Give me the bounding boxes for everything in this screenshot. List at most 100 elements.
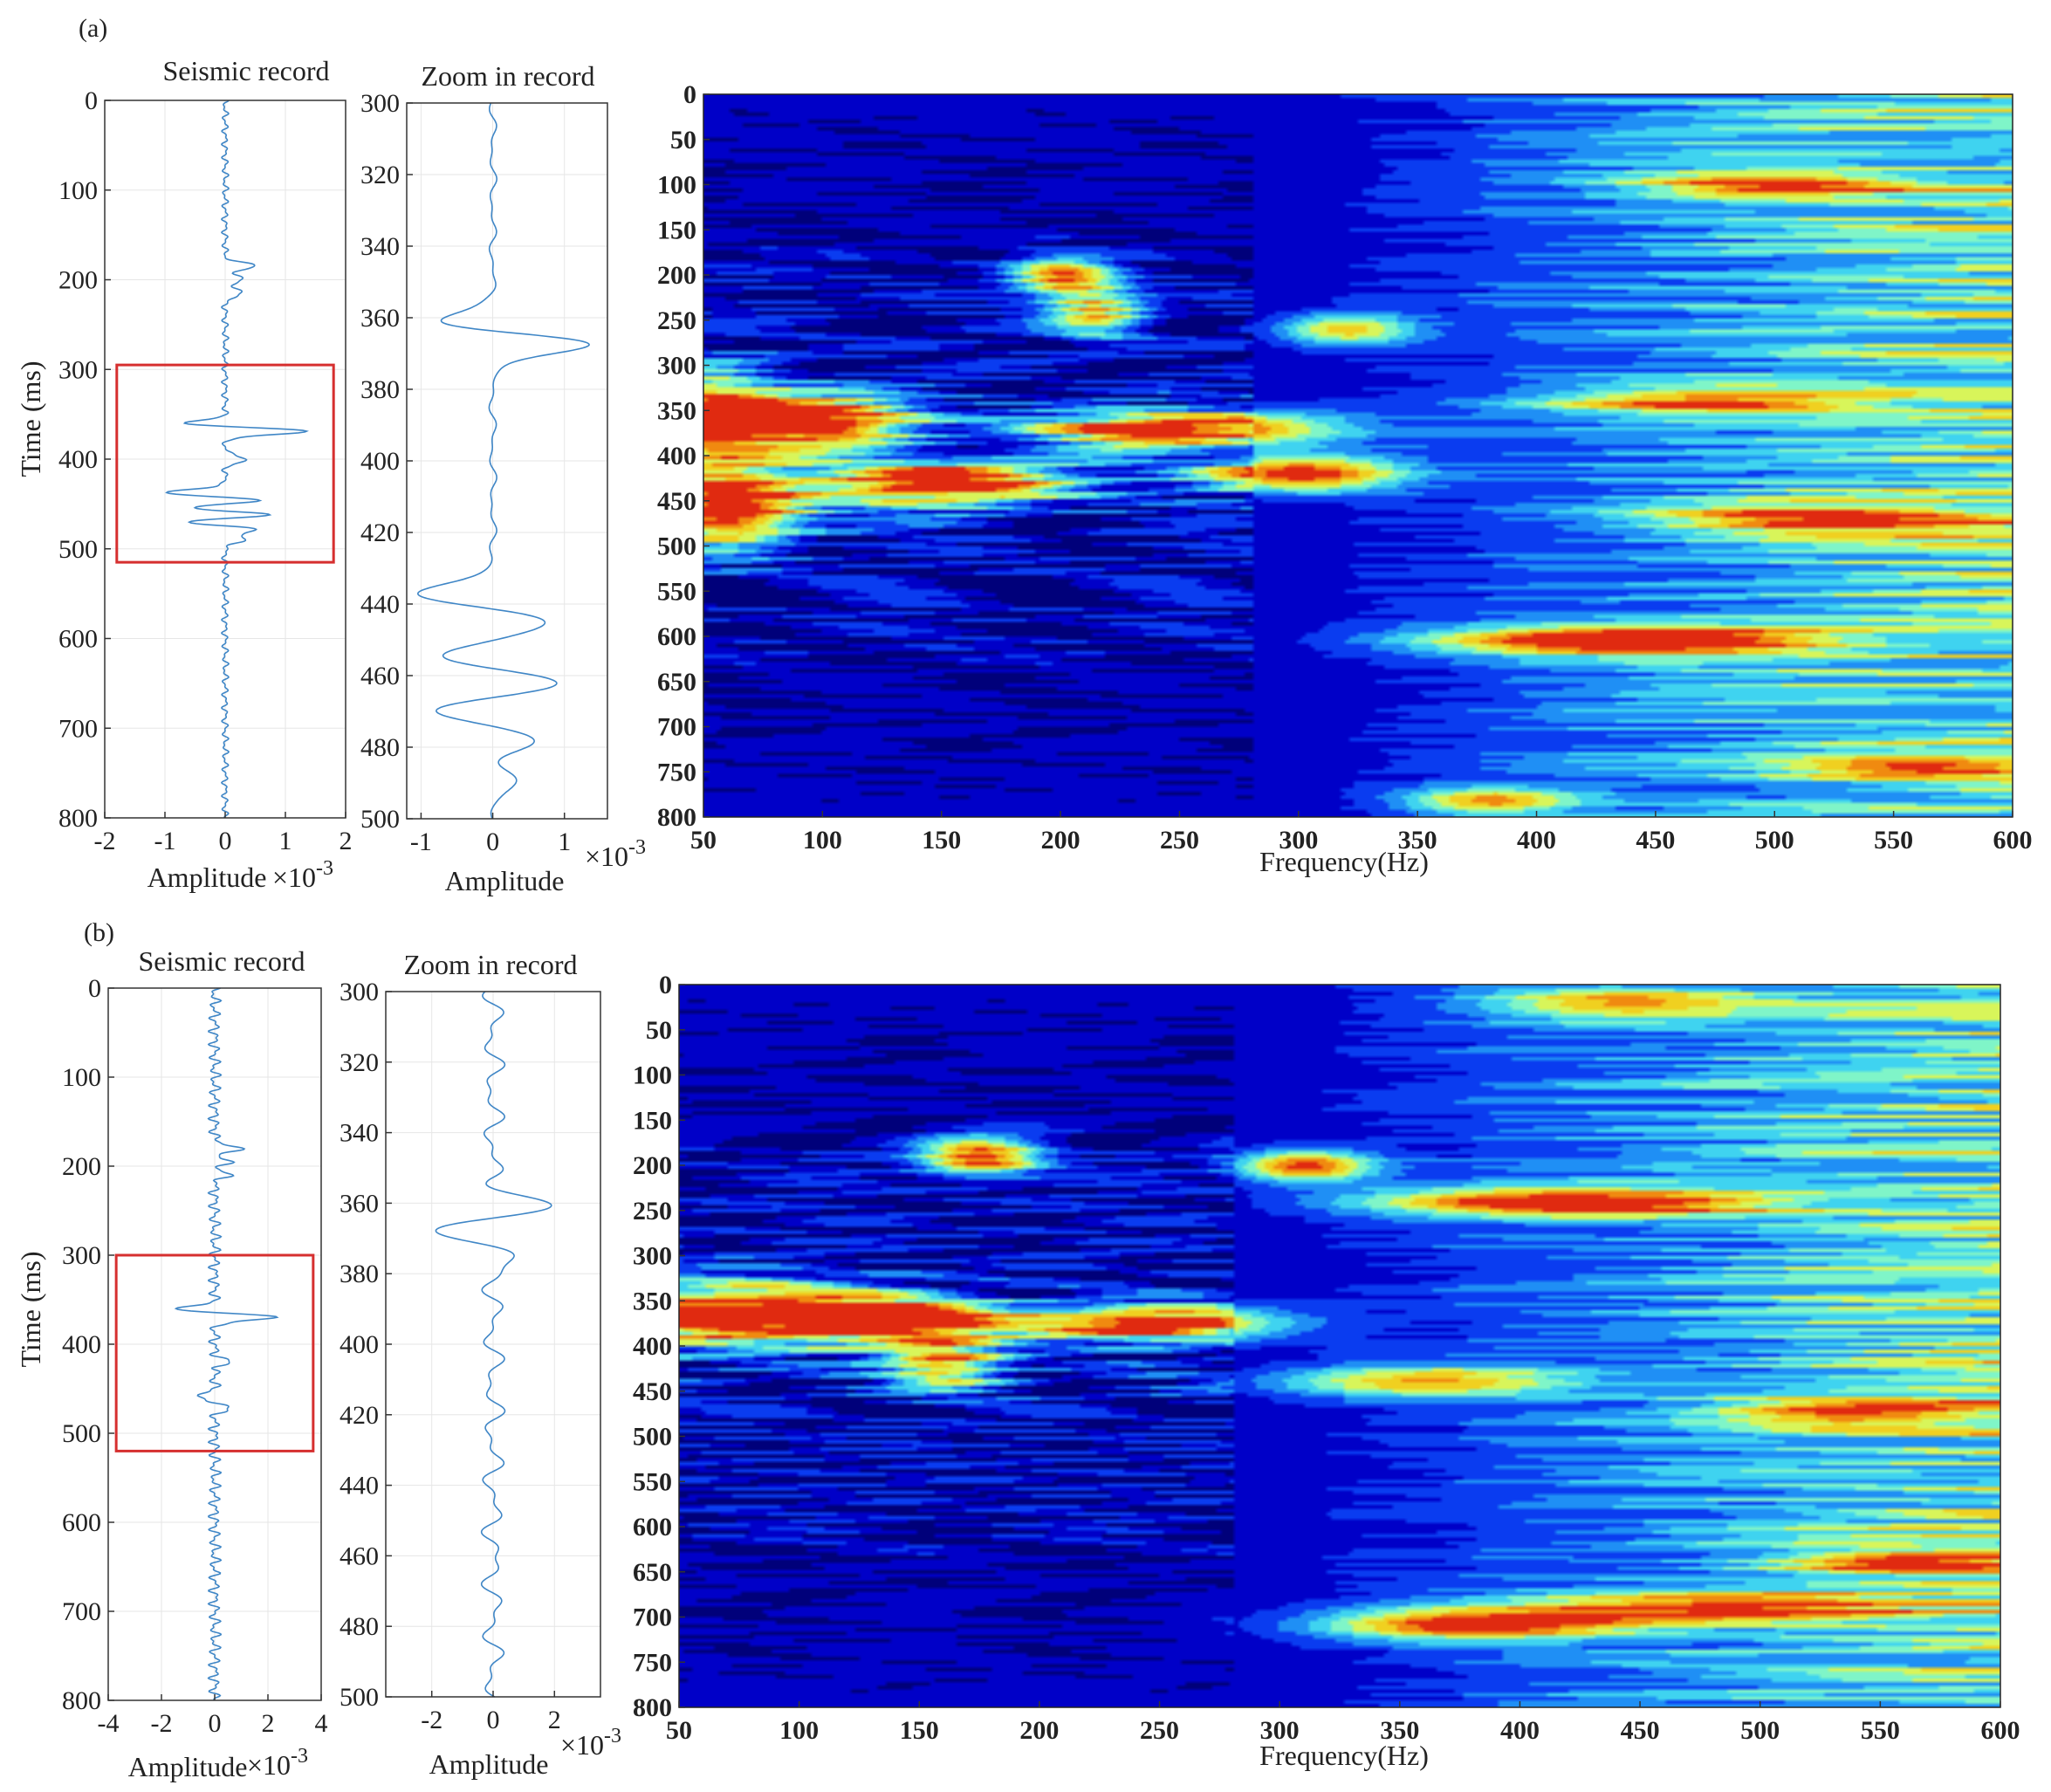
x-tick-label: 350	[1380, 1716, 1419, 1745]
y-ticks: 300 320 340 360 380 400 420 440 460 480 500	[340, 978, 392, 1712]
x-tick-label: 400	[1500, 1716, 1540, 1745]
x-tick-label: 400	[1517, 826, 1556, 855]
x-tick-label: 300	[1279, 826, 1318, 855]
heatmap-image	[703, 94, 2013, 817]
y-tick-label: 350	[633, 1287, 672, 1315]
x-tick-label: -1	[410, 827, 432, 856]
y-tick-label: 320	[360, 161, 400, 189]
y-tick-label: 250	[633, 1197, 672, 1226]
spectrum-heatmap-b: 0 50 100 150 200 250 300 350 400 450 500 550 600 650 7…	[633, 971, 2020, 1771]
x-tick-label: 100	[779, 1716, 819, 1745]
grid	[386, 991, 600, 1698]
x-tick-label: -4	[98, 1709, 120, 1738]
y-tick-label: 420	[360, 518, 400, 547]
y-tick-label: 0	[659, 971, 672, 999]
x-tick-label: 600	[1981, 1716, 2020, 1745]
y-tick-label: 480	[360, 733, 400, 762]
x-tick-label: 100	[803, 826, 842, 855]
x-tick-label: 1	[279, 827, 292, 855]
x-axis-label: Amplitude	[128, 1751, 248, 1782]
panel-a: (a) Seismic record Time (ms) Amplitude ×…	[15, 14, 2033, 896]
y-tick-label: 650	[657, 668, 696, 697]
x-tick-label: 500	[1755, 826, 1794, 855]
svg-text:×10-3: ×10-3	[560, 1725, 621, 1761]
chart-title: Seismic record	[162, 55, 329, 86]
y-tick-label: 300	[62, 1241, 101, 1270]
svg-text:×10-3: ×10-3	[585, 836, 646, 872]
x-tick-label: 250	[1160, 826, 1199, 855]
y-tick-label: 600	[657, 622, 696, 651]
y-tick-label: 100	[633, 1061, 672, 1090]
y-ticks: 0 100 200 300 400 500 600 700 800	[62, 974, 114, 1715]
plot-area	[115, 100, 335, 818]
y-tick-label: 320	[340, 1048, 379, 1077]
y-tick-label: 650	[633, 1558, 672, 1587]
y-tick-label: 400	[58, 445, 98, 474]
x-tick-label: 200	[1041, 826, 1080, 855]
y-tick-label: 300	[657, 352, 696, 381]
y-tick-label: 600	[633, 1513, 672, 1541]
chart-title: Seismic record	[138, 945, 305, 977]
x-multiplier: ×10	[560, 1729, 604, 1761]
trace-line	[435, 991, 552, 1698]
y-tick-label: 200	[58, 266, 98, 295]
y-tick-label: 300	[360, 89, 400, 118]
seismic-record-chart-b: Seismic record Time (ms) Amplitude ×10-3…	[15, 945, 328, 1782]
y-tick-label: 440	[360, 590, 400, 619]
x-tick-label: -1	[154, 827, 176, 855]
y-tick-label: 500	[340, 1683, 379, 1712]
y-tick-label: 200	[62, 1152, 101, 1181]
y-tick-label: 100	[657, 171, 696, 200]
x-tick-label: 50	[666, 1716, 692, 1745]
x-tick-label: 2	[340, 827, 353, 855]
y-tick-label: 340	[340, 1119, 379, 1148]
x-tick-label: 0	[209, 1709, 222, 1738]
x-tick-label: 4	[315, 1709, 328, 1738]
x-ticks: -4 -2 0 2 4	[98, 1694, 328, 1738]
y-tick-label: 700	[633, 1603, 672, 1632]
x-tick-label: 2	[262, 1709, 275, 1738]
zoom-record-chart-b: Zoom in record Amplitude ×10-3 300 320 340…	[340, 949, 621, 1780]
x-ticks: 50 100 150 200 250 300 350 400 450 500 550 600	[690, 811, 2033, 855]
x-ticks: -2 0 2	[421, 1691, 561, 1734]
y-tick-label: 700	[657, 713, 696, 742]
heatmap-image	[679, 985, 2000, 1707]
y-tick-label: 350	[657, 396, 696, 425]
x-exponent: -3	[628, 836, 646, 859]
x-axis-label: Frequency(Hz)	[1259, 1740, 1429, 1771]
x-tick-label: 450	[1636, 826, 1675, 855]
y-ticks: 0 50 100 150 200 250 300 350 400 450 500 550 600 650 7…	[657, 80, 710, 832]
x-exponent: -3	[604, 1725, 621, 1747]
y-tick-label: 400	[633, 1332, 672, 1361]
plot-area	[435, 991, 552, 1698]
y-tick-label: 400	[62, 1330, 101, 1359]
x-axis-label: Amplitude	[147, 862, 267, 893]
y-tick-label: 500	[633, 1423, 672, 1452]
x-tick-label: 500	[1740, 1716, 1780, 1745]
x-tick-label: 0	[486, 827, 499, 856]
y-tick-label: 200	[633, 1151, 672, 1180]
highlight-box	[115, 363, 335, 564]
y-tick-label: 0	[683, 80, 696, 109]
plot-area	[416, 102, 590, 820]
x-axis-label: Amplitude	[445, 865, 565, 896]
x-ticks: 50 100 150 200 250 300 350 400 450 500 550 600	[666, 1701, 2020, 1745]
x-tick-label: 250	[1140, 1716, 1179, 1745]
x-exponent: -3	[316, 857, 333, 880]
x-tick-label: -2	[94, 827, 116, 855]
x-tick-label: 200	[1019, 1716, 1059, 1745]
y-axis-label: Time (ms)	[15, 1251, 46, 1367]
x-tick-label: 0	[487, 1706, 500, 1734]
y-tick-label: 450	[657, 487, 696, 516]
y-tick-label: 600	[62, 1508, 101, 1537]
panel-label-b: (b)	[84, 918, 114, 947]
x-tick-label: 550	[1861, 1716, 1900, 1745]
x-ticks: -1 0 1	[410, 813, 571, 856]
highlight-box	[114, 1253, 315, 1452]
zoom-record-chart-a: Zoom in record Amplitude ×10-3 300 320 340…	[360, 60, 646, 896]
x-tick-label: 0	[219, 827, 232, 855]
y-axis-label: Time (ms)	[15, 360, 46, 477]
y-tick-label: 360	[340, 1189, 379, 1218]
x-tick-label: 450	[1621, 1716, 1660, 1745]
x-multiplier: ×10	[585, 841, 628, 872]
